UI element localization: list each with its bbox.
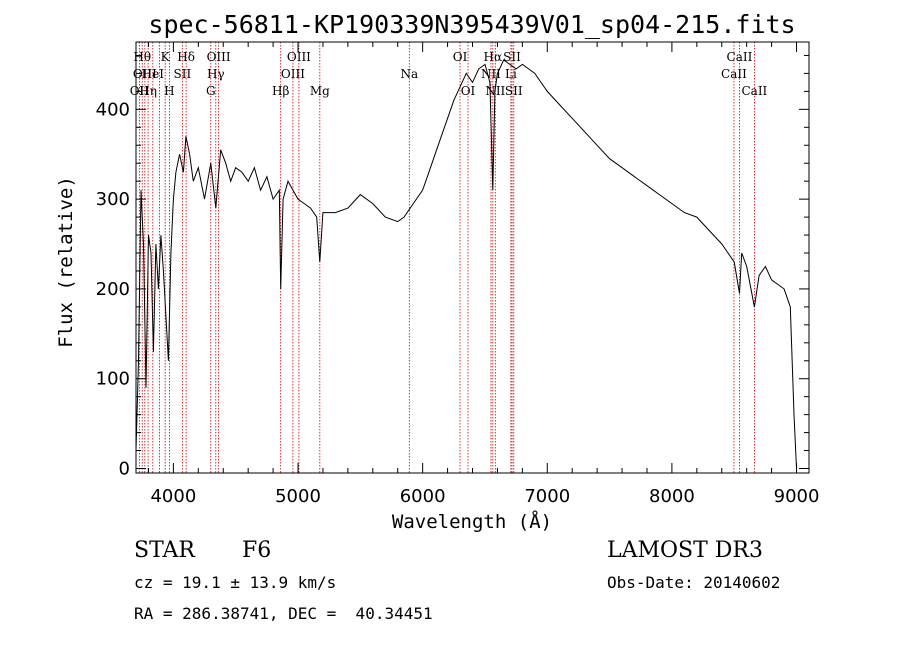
x-tick-label: 6000 [400,486,446,507]
x-tick-label: 9000 [774,486,820,507]
line-marker-label-24: SII [503,50,521,64]
line-marker-label-15: OIII [287,50,311,64]
line-marker-label-14: OIII [281,67,305,81]
line-markers [138,42,755,473]
y-tick-label: 300 [96,189,130,210]
spectrum-line [135,59,797,469]
line-marker-label-1: Hθ [133,50,151,64]
y-axis-ticks: 0 100 200 300 400 [96,54,809,480]
line-marker-label-4: HeI [142,67,165,81]
y-tick-label: 200 [96,279,130,300]
line-marker-labels: OIIHθOIIIHηHeIKHSIIHδGHγOIIIHβOIIIOIIIMg… [130,50,768,98]
y-axis-label: Flux (relative) [55,176,77,348]
line-marker-label-28: CaII [741,84,767,98]
line-marker-label-25: SII [505,84,523,98]
line-marker-label-13: Hβ [272,84,289,98]
line-marker-label-26: CaII [721,67,747,81]
y-tick-label: 100 [96,369,130,390]
x-tick-label: 4000 [150,486,196,507]
line-marker-label-2: OIII [133,67,157,81]
object-subclass: F6 [242,538,272,563]
line-marker-label-3: Hη [139,84,157,98]
line-marker-label-18: OI [453,50,468,64]
line-marker-label-9: Hδ [177,50,195,64]
redshift-cz: cz = 19.1 ± 13.9 km/s [134,573,337,592]
line-marker-label-19: OI [461,84,476,98]
x-axis-label: Wavelength (Å) [392,510,552,533]
x-tick-label: 7000 [524,486,570,507]
line-marker-label-17: Na [400,67,418,81]
line-marker-label-11: Hγ [207,67,225,81]
y-tick-label: 0 [119,459,130,480]
observation-date: Obs-Date: 20140602 [607,573,781,592]
line-marker-label-8: SII [174,67,192,81]
line-marker-label-12: OIII [207,50,231,64]
line-marker-label-23: Li [505,67,517,81]
line-marker-label-27: CaII [727,50,753,64]
line-marker-label-16: Mg [310,84,330,98]
x-axis-ticks: 4000 5000 6000 7000 8000 9000 [147,42,820,507]
y-tick-label: 400 [96,99,130,120]
chart-title: spec-56811-KP190339N395439V01_sp04-215.f… [148,10,795,39]
survey-name: LAMOST DR3 [607,538,763,563]
line-marker-label-6: K [161,50,171,64]
x-tick-label: 5000 [275,486,321,507]
line-marker-label-10: G [206,84,216,98]
object-class: STAR [134,538,195,563]
plot-frame [135,41,810,474]
line-marker-label-21: Hα [484,50,503,64]
line-marker-label-7: H [164,84,174,98]
line-marker-label-20: NII [481,67,501,81]
x-tick-label: 8000 [649,486,695,507]
coordinates: RA = 286.38741, DEC = 40.34451 [134,604,433,623]
